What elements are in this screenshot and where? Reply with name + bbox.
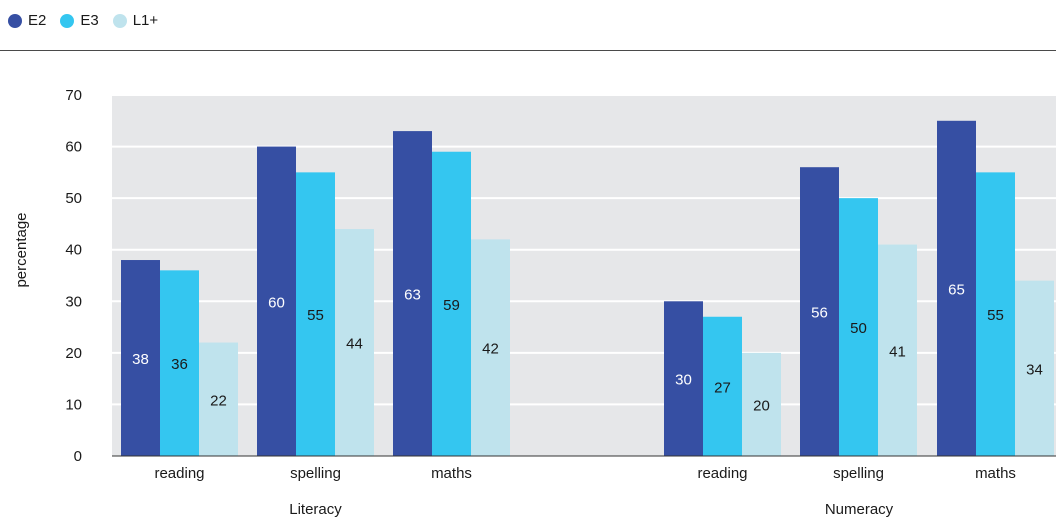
- legend-swatch-e2: [8, 13, 22, 28]
- bar-l1plus-literacy-reading: [199, 342, 238, 456]
- header-rule: [0, 50, 1056, 51]
- legend-item-e2: E2: [8, 12, 46, 29]
- bar-e3-numeracy-maths: [976, 172, 1015, 456]
- legend: E2 E3 L1+: [8, 12, 158, 29]
- bar-value-label: 20: [753, 397, 770, 414]
- bar-value-label: 22: [210, 392, 227, 409]
- bar-value-label: 60: [268, 294, 285, 311]
- bar-e2-numeracy-reading: [664, 301, 703, 456]
- y-tick-label: 60: [65, 139, 82, 156]
- bar-l1plus-numeracy-maths: [1015, 280, 1054, 456]
- bar-value-label: 59: [443, 297, 460, 314]
- x-tick-label: maths: [975, 465, 1016, 482]
- bar-e3-numeracy-reading: [703, 316, 742, 456]
- x-tick-label: spelling: [833, 465, 884, 482]
- bar-e3-literacy-spelling: [296, 172, 335, 456]
- group-label-literacy: Literacy: [289, 501, 342, 518]
- legend-item-l1: L1+: [112, 12, 159, 29]
- bar-value-label: 27: [714, 379, 731, 396]
- y-tick-label: 10: [65, 396, 82, 413]
- bar-value-label: 50: [850, 320, 867, 337]
- bar-value-label: 65: [948, 281, 965, 298]
- bar-value-label: 42: [482, 341, 499, 358]
- y-tick-label: 40: [65, 242, 82, 259]
- bar-value-label: 36: [171, 356, 188, 373]
- bar-l1plus-literacy-maths: [471, 239, 510, 456]
- bar-value-label: 30: [675, 372, 692, 389]
- bar-value-label: 63: [404, 287, 421, 304]
- bar-e3-literacy-maths: [432, 151, 471, 456]
- bar-e2-literacy-reading: [121, 260, 160, 456]
- legend-item-e3: E3: [60, 12, 99, 29]
- bar-l1plus-numeracy-spelling: [878, 244, 917, 456]
- bar-value-label: 55: [987, 307, 1004, 324]
- legend-swatch-l1: [112, 13, 127, 28]
- bar-value-label: 55: [307, 307, 324, 324]
- bar-l1plus-literacy-spelling: [335, 229, 374, 456]
- bar-value-label: 34: [1026, 361, 1043, 378]
- bar-l1plus-numeracy-reading: [742, 352, 781, 456]
- y-tick-label: 30: [65, 293, 82, 310]
- bar-value-label: 38: [132, 351, 149, 368]
- bar-e2-numeracy-spelling: [800, 167, 839, 456]
- y-tick-label: 20: [65, 345, 82, 362]
- legend-label-e3: E3: [80, 12, 99, 29]
- bar-value-label: 44: [346, 336, 363, 353]
- bar-value-label: 41: [889, 343, 906, 360]
- legend-label-e2: E2: [28, 12, 47, 29]
- y-tick-label: 0: [74, 448, 82, 465]
- group-label-numeracy: Numeracy: [825, 501, 894, 518]
- legend-swatch-e3: [60, 13, 75, 28]
- bar-value-label: 56: [811, 305, 828, 322]
- x-tick-label: reading: [154, 465, 204, 482]
- x-tick-label: maths: [431, 465, 472, 482]
- x-tick-label: reading: [697, 465, 747, 482]
- bar-e2-numeracy-maths: [937, 120, 976, 457]
- bar-e3-numeracy-spelling: [839, 198, 878, 456]
- y-tick-label: 70: [65, 87, 82, 104]
- bar-e2-literacy-maths: [393, 131, 432, 456]
- bar-e2-literacy-spelling: [257, 146, 296, 457]
- x-tick-label: spelling: [290, 465, 341, 482]
- y-tick-label: 50: [65, 190, 82, 207]
- bar-e3-literacy-reading: [160, 270, 199, 456]
- y-axis-label: percentage: [13, 212, 30, 287]
- legend-label-l1: L1+: [132, 12, 159, 29]
